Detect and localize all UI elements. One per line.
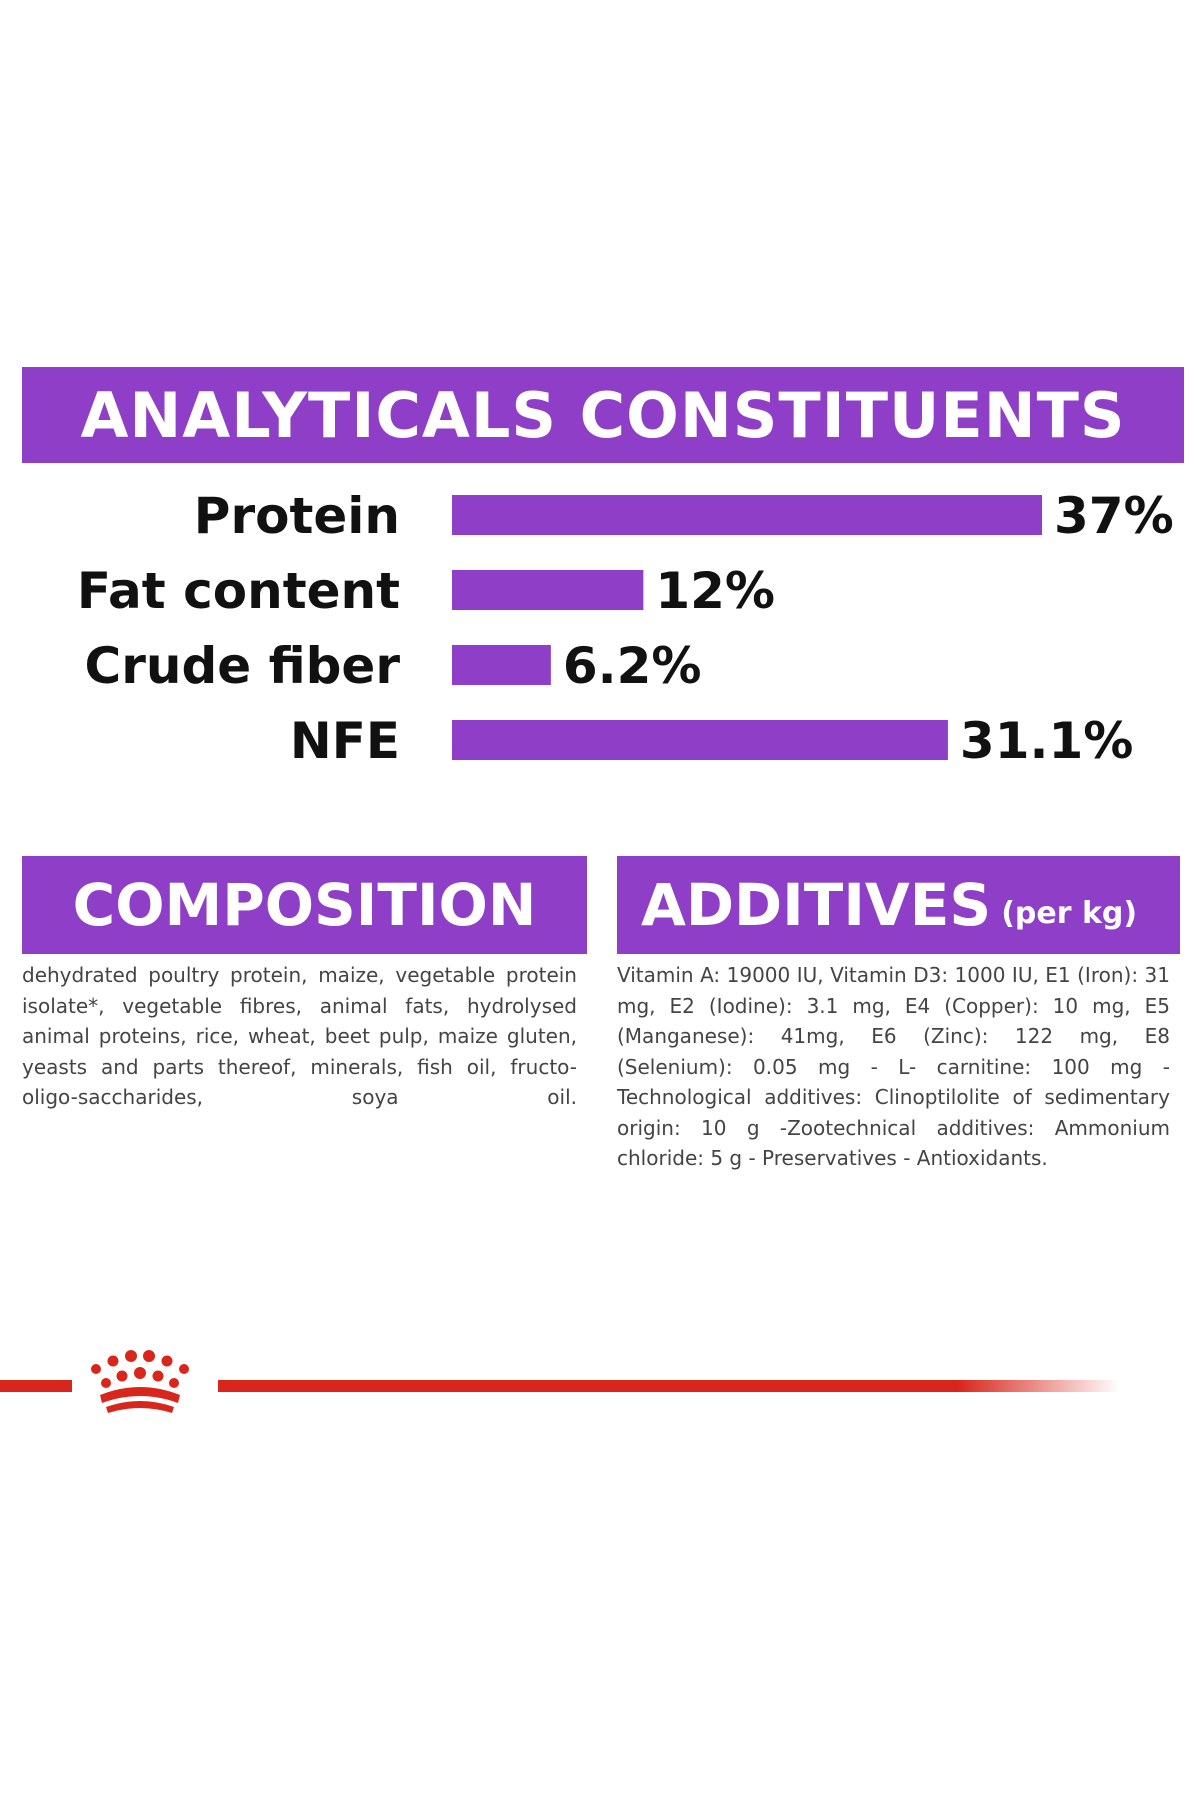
value-label-fat-content: 12% [655,562,775,620]
bar-protein [452,495,1042,535]
category-label-crude-fiber: Crude fiber [85,637,401,695]
bar-crude-fiber [452,645,551,685]
brand-divider [0,1350,1120,1413]
constituents-bar-chart: Protein 37% Fat content 12% Crude fiber 6.2% N… [77,487,1174,770]
bar-nfe [452,720,948,760]
crown-logo-icon [91,1350,189,1413]
additives-subtitle: (per kg) [1001,895,1138,931]
category-label-protein: Protein [194,487,400,545]
category-label-nfe: NFE [290,712,400,770]
category-label-fat-content: Fat content [77,562,400,620]
analytics-title: ANALYTICALS CONSTITUENTS [80,378,1126,452]
additives-text: Vitamin A: 19000 IU, Vitamin D3: 1000 IU… [617,963,1170,1170]
composition-title: COMPOSITION [72,871,537,939]
additives-header: ADDITIVES (per kg) [617,856,1180,954]
value-label-nfe: 31.1% [960,712,1133,770]
additives-title: ADDITIVES [641,871,992,939]
composition-header: COMPOSITION [22,856,587,954]
composition-text: dehydrated poultry protein, maize, veget… [22,963,577,1109]
bar-fat-content [452,570,644,610]
analytics-header: ANALYTICALS CONSTITUENTS [22,367,1184,463]
value-label-crude-fiber: 6.2% [563,637,702,695]
divider-line-left [0,1380,72,1392]
divider-line-right [218,1380,1120,1392]
value-label-protein: 37% [1054,487,1174,545]
